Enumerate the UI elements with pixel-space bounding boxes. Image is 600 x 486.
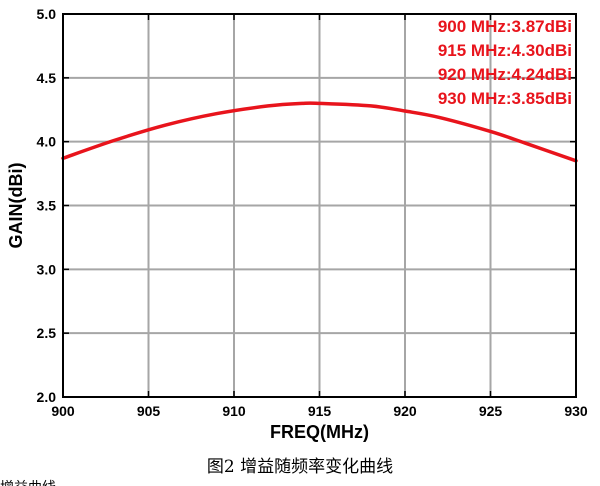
y-tick-label: 3.5	[37, 198, 57, 214]
x-tick-label: 925	[479, 403, 503, 419]
value-annotation: 900 MHz:3.87dBi	[438, 17, 572, 36]
footer-text-fragment: 增益曲线	[0, 477, 56, 486]
x-tick-label: 920	[393, 403, 417, 419]
plot-frame	[62, 13, 577, 398]
y-tick-label: 2.5	[37, 325, 57, 341]
gain-chart: 900 905 910 915 920 925 930 2.0 2.5 3.0 3.5 4.0 4.5 5…	[6, 6, 588, 442]
x-tick-label: 930	[564, 403, 588, 419]
gain-curve	[61, 101, 578, 163]
y-axis-title: GAIN(dBi)	[6, 163, 26, 249]
x-tick-label: 910	[222, 403, 246, 419]
value-annotation: 920 MHz:4.24dBi	[438, 65, 572, 84]
y-tick-label: 4.5	[37, 70, 57, 86]
x-axis-title: FREQ(MHz)	[270, 422, 369, 442]
figure-caption: 图2 增益随频率变化曲线	[206, 457, 394, 477]
x-tick-label: 900	[51, 403, 75, 419]
value-annotation: 930 MHz:3.85dBi	[438, 89, 572, 108]
y-tick-label: 5.0	[37, 6, 57, 22]
x-tick-label: 915	[308, 403, 332, 419]
y-tick-label: 3.0	[37, 261, 57, 277]
value-annotation: 915 MHz:4.30dBi	[438, 41, 572, 60]
y-tick-label: 2.0	[37, 389, 57, 405]
y-tick-label: 4.0	[37, 134, 57, 150]
x-tick-label: 905	[137, 403, 161, 419]
